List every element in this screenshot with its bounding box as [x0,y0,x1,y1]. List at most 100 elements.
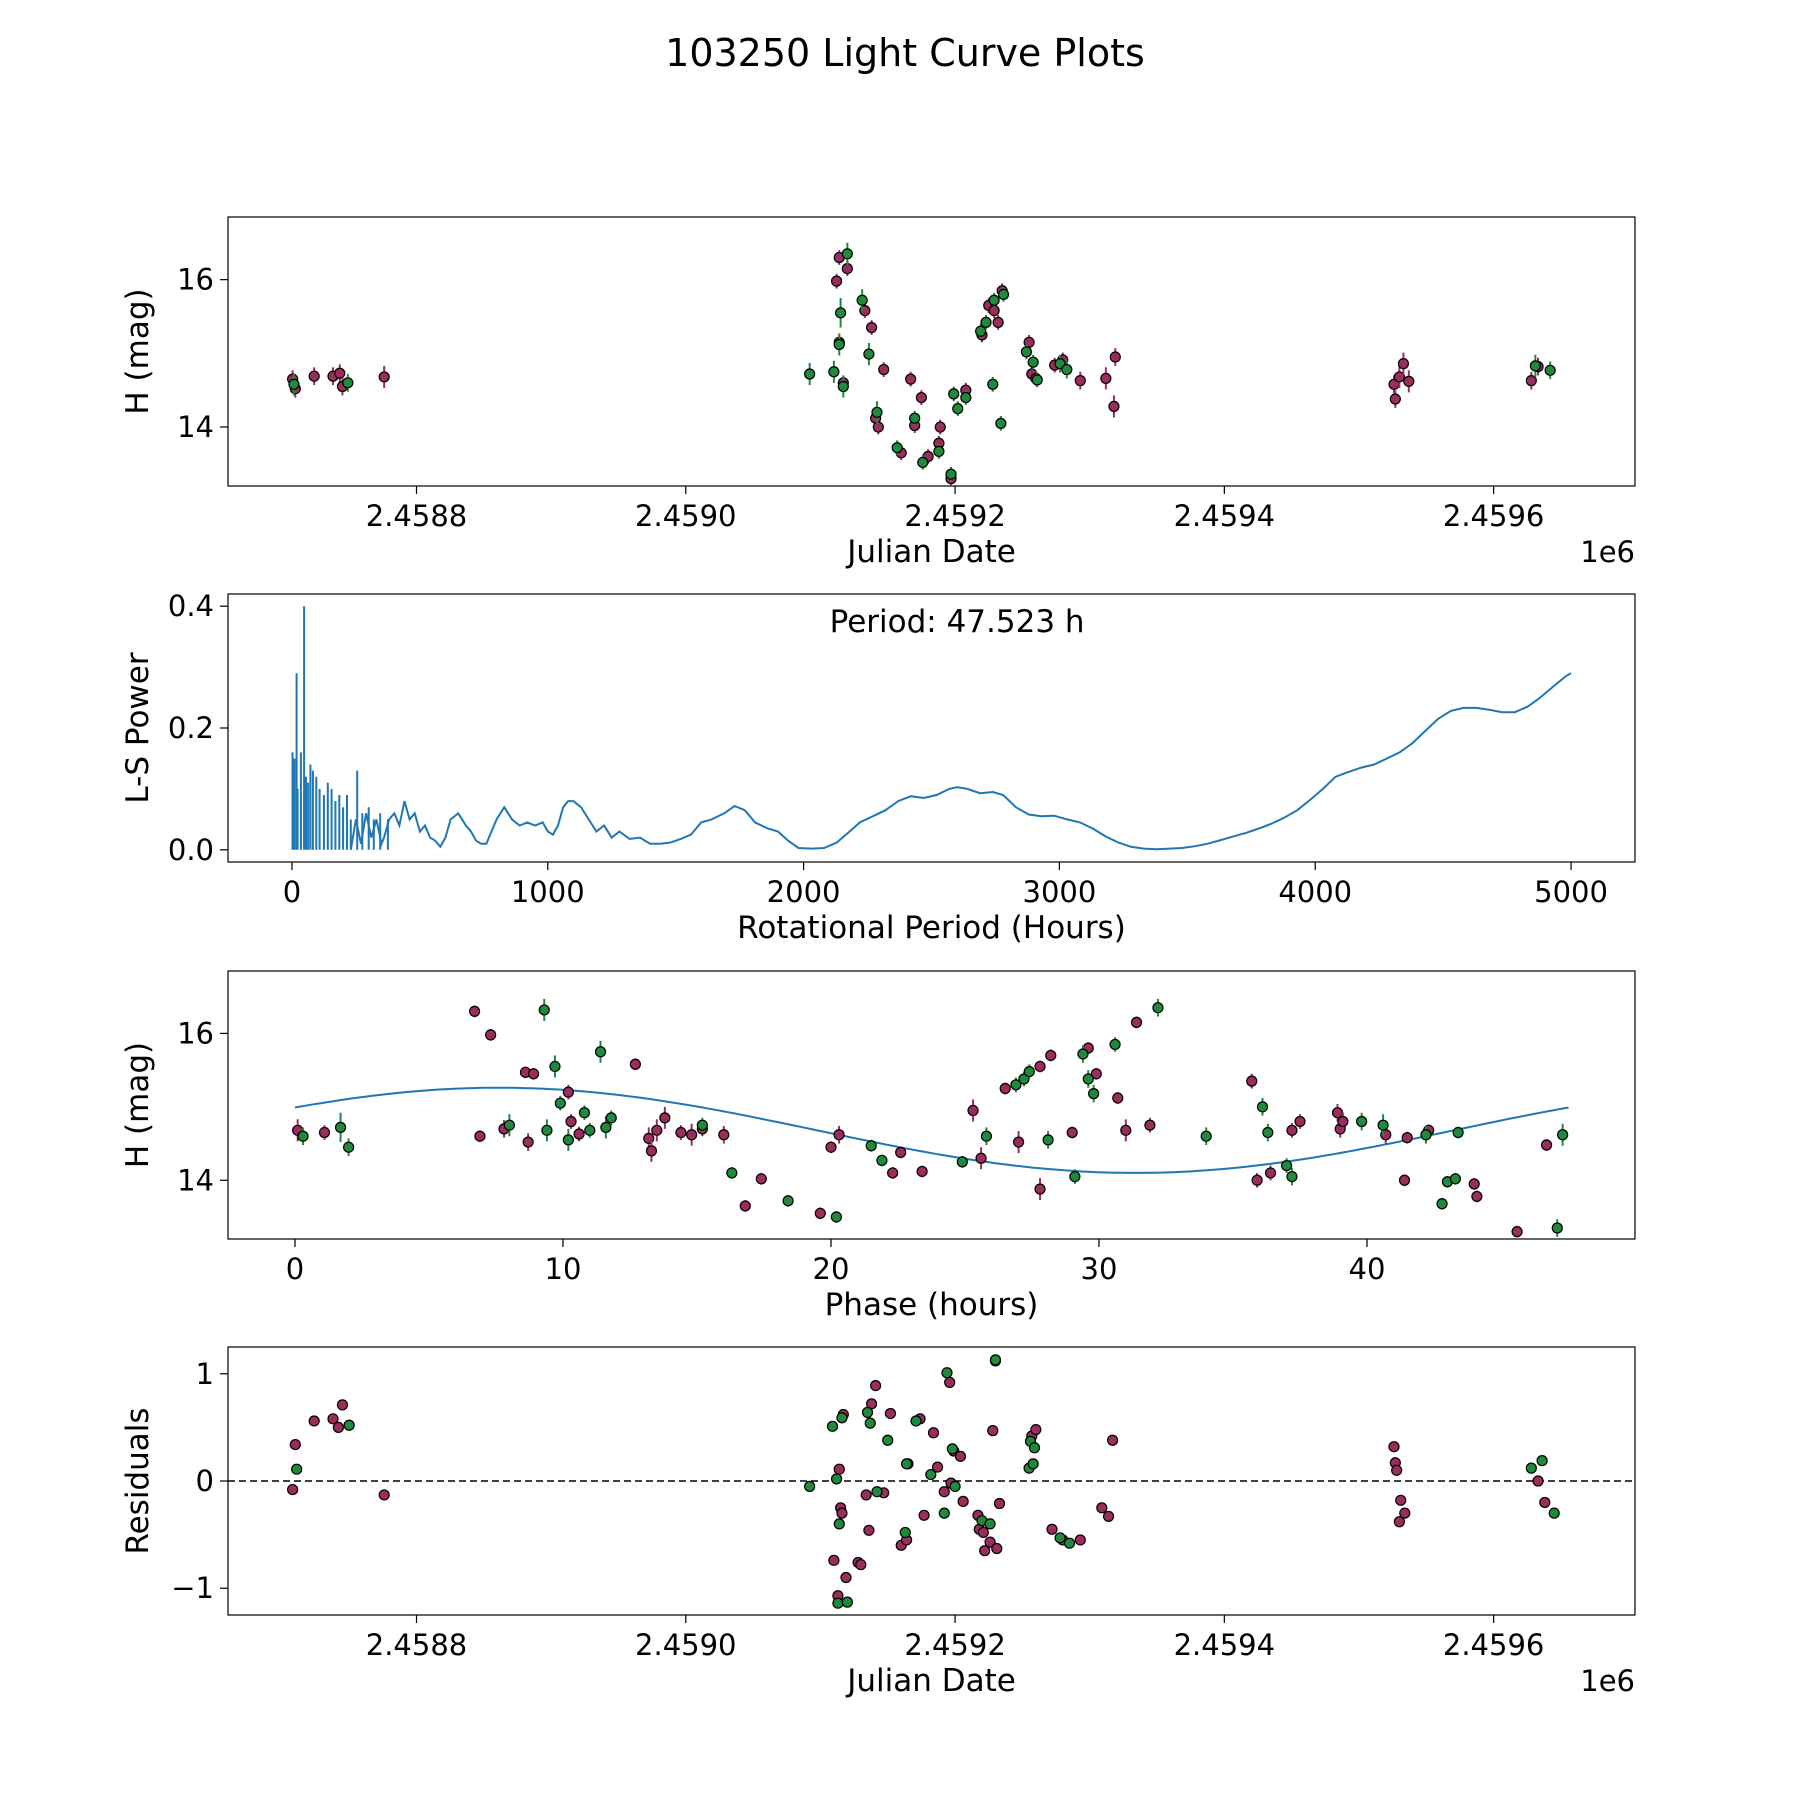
data-point [900,1458,913,1470]
data-point [342,377,354,389]
data-point [1109,351,1121,363]
y-tick-label: 16 [177,1016,214,1050]
data-point [1540,1139,1553,1151]
axis-offset-label: 1e6 [1580,535,1635,569]
y-tick-label: 16 [177,263,214,297]
data-point [1397,358,1410,370]
data-point [865,321,878,334]
y-tick-label: 14 [177,410,214,444]
data-point [871,1486,883,1498]
data-point [378,1489,390,1501]
data-point [841,1596,853,1608]
data-point [828,1554,840,1566]
data-point [1331,1107,1344,1119]
data-point [1020,346,1033,358]
data-point [1388,1441,1400,1453]
data-point [1120,1124,1132,1136]
data-point [832,1597,844,1609]
data-point [833,1463,845,1475]
data-point [864,1417,876,1429]
x-tick-label: 20 [813,1252,850,1286]
data-point [835,307,847,319]
periodogram-line [349,672,1572,851]
y-tick-label: −1 [171,1571,214,1605]
data-point [1544,364,1556,376]
data-point [984,1536,996,1548]
data-point [468,1005,481,1017]
data-point [828,366,840,378]
data-point [1551,1222,1563,1234]
data-point [651,1124,663,1136]
series-filter-2 [288,242,1556,482]
data-point [1529,360,1541,372]
data-point [573,1128,585,1140]
data-point [1023,1065,1035,1078]
x-tick-label: 2.4588 [366,1628,467,1662]
data-point [956,1156,968,1168]
data-point [538,1004,550,1016]
data-point [562,1134,574,1146]
data-point [1030,1423,1042,1436]
x-tick-label: 4000 [1278,875,1352,909]
data-point [872,421,884,433]
data-point [1264,1167,1277,1179]
data-point [485,1029,497,1041]
data-point [977,1526,989,1539]
data-point [995,417,1007,429]
data-point [954,1450,967,1462]
data-point [289,1438,301,1451]
x-tick-label: 0 [286,1252,304,1286]
data-point [1471,1190,1483,1203]
x-tick-label: 2.4596 [1443,499,1544,533]
series-filter-1 [287,250,1544,486]
data-point [1061,363,1073,376]
data-point [605,1112,617,1124]
data-point [726,1167,738,1179]
data-point [1152,1002,1164,1014]
data-point [1027,1458,1039,1470]
x-tick-label: 3000 [1023,875,1097,909]
data-point [826,1420,839,1432]
data-point [686,1129,698,1141]
data-point [1074,375,1086,387]
data-point [287,1483,299,1496]
y-tick-label: 0 [196,1464,214,1498]
data-point [1063,1537,1076,1549]
data-point [871,406,883,418]
data-point [318,1126,331,1139]
data-point [659,1112,671,1124]
data-point [1532,1475,1544,1487]
data-point [503,1119,515,1131]
data-point [1393,371,1405,383]
data-point [565,1115,577,1128]
x-axis-label: Rotational Period (Hours) [737,910,1126,946]
data-point [645,1145,658,1157]
data-point [1069,1170,1081,1183]
data-point [308,370,320,382]
data-point [804,368,816,380]
data-point [987,378,999,390]
series-filter-2 [297,998,1569,1237]
data-point [1525,1462,1537,1474]
data-point [1130,1016,1143,1028]
data-point [933,445,945,457]
x-tick-label: 2.4590 [635,1628,736,1662]
data-point [830,275,843,287]
data-point [1377,1119,1389,1131]
y-tick-label: 14 [177,1163,214,1197]
data-point [308,1415,320,1427]
data-point [1027,356,1039,368]
data-point [891,442,903,454]
data-point [629,1058,641,1070]
x-tick-label: 2.4592 [904,1628,1005,1662]
data-point [899,1526,911,1539]
residuals-panel: 2.4588 2.4590 2.4592 2.4594 2.4596 −1 0 1 Julian… [120,1346,1636,1699]
lightcurve-frame [227,216,1636,487]
x-tick-label: 1000 [511,875,585,909]
data-point [1393,1516,1405,1528]
data-point [991,1542,1003,1555]
y-tick-label: 0.0 [168,833,214,867]
data-point [334,367,346,379]
data-point [1028,1442,1041,1454]
data-point [945,468,957,480]
